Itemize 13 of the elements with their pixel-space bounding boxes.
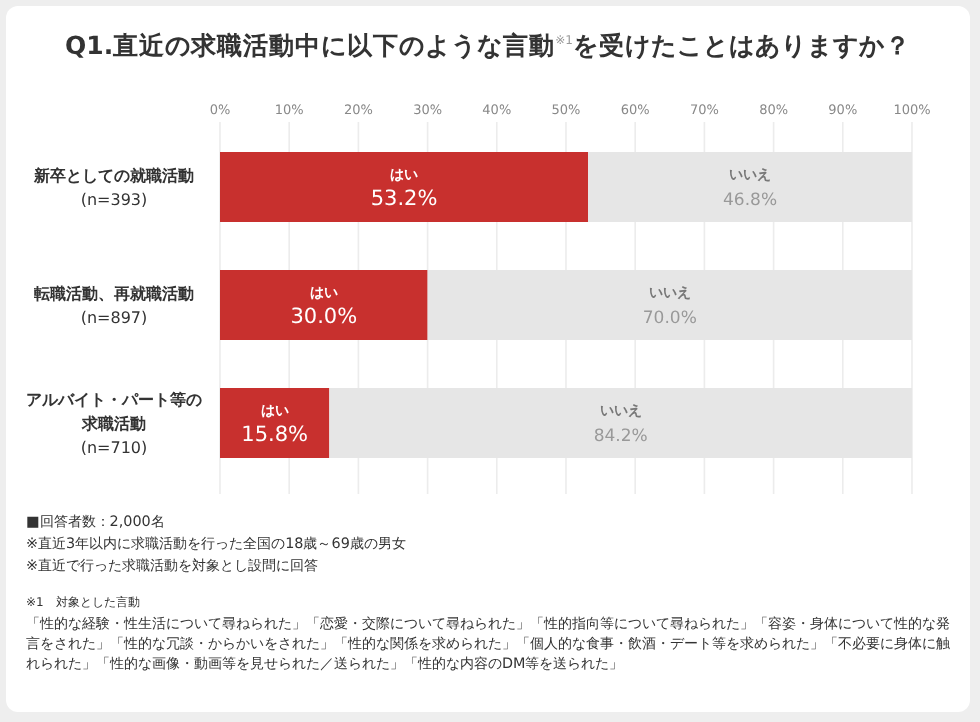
y-tick-label: 新卒としての就職活動 (n=393) [32,165,194,209]
text: 53.2% [370,187,438,211]
chart-title: Q1.直近の求職活動中に以下のような言動$^{※1}$を受けたことはありますか？ [63,30,913,64]
text: 70.0% [642,309,697,329]
bar [220,270,428,340]
bar [220,152,589,222]
bar [220,388,330,458]
y-tick-label: アルバイト・パート等の求職活動 (n=710) [26,391,202,457]
text: 84.2% [593,427,648,447]
text: 30.0% [290,305,358,329]
text: 15.8% [241,423,309,447]
text: 46.8% [723,191,778,211]
y-tick-label: 転職活動、再就職活動 (n=897) [32,285,194,327]
